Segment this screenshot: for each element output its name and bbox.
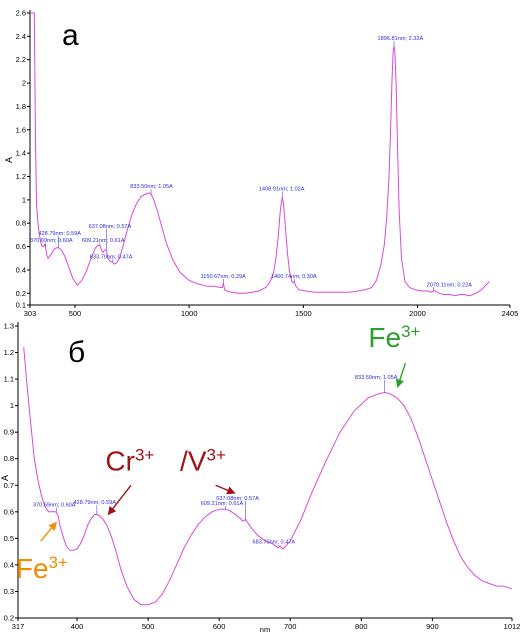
y-tick-label: 2.2 xyxy=(16,55,26,64)
y-tick-label: 0.2 xyxy=(4,614,14,623)
x-tick-label: 1012 xyxy=(504,622,520,631)
x-tick-label: 600 xyxy=(213,622,226,631)
y-tick-label: 0.4 xyxy=(16,265,26,274)
panel-a-letter: а xyxy=(62,19,79,52)
y-tick-label: 1.1 xyxy=(4,375,14,384)
y-tick-label: 0.5 xyxy=(4,534,14,543)
peak-annotation: 1150.67nm; 0.29A xyxy=(201,274,247,280)
x-tick-label: 1000 xyxy=(181,309,198,318)
panel-a-chart: A а 0.1 0.2 0.4 0.6 0.8 1 1.2 1.4 1.6 1.8 2 2.2 2.4 2… xyxy=(4,9,518,319)
panel-b-series-line xyxy=(23,347,513,606)
x-tick-label: 400 xyxy=(71,622,84,631)
y-tick-label: 0.3 xyxy=(4,587,14,596)
peak-annotation: 428.79nm; 0.59A xyxy=(73,500,116,506)
y-tick-label: 0.2 xyxy=(16,289,26,298)
y-tick-label: 0.8 xyxy=(4,454,14,463)
ion-arrow xyxy=(215,484,236,495)
peak-annotation: 1460.74nm; 0.30A xyxy=(271,274,317,280)
panel-a-y-axis-label: A xyxy=(4,157,14,163)
y-tick-label: 0.7 xyxy=(4,481,14,490)
x-tick-label: 1500 xyxy=(295,309,312,318)
x-tick-label: 317 xyxy=(12,622,25,631)
x-tick-label: 500 xyxy=(69,309,82,318)
y-tick-label: 2 xyxy=(22,79,26,88)
y-tick-label: 1.2 xyxy=(4,348,14,357)
y-tick-label: 1.3 xyxy=(4,322,14,331)
y-tick-label: 1 xyxy=(10,401,14,410)
y-tick-label: 0.4 xyxy=(4,560,14,569)
x-tick-label: 2000 xyxy=(409,309,426,318)
x-tick-label: 900 xyxy=(426,622,439,631)
peak-annotation: 833.50nm; 1.05A xyxy=(355,375,398,381)
peak-annotation: 1408.91nm; 1.02A xyxy=(259,187,305,193)
peak-annotation: 683.70nm; 0.47A xyxy=(253,540,296,546)
ion-label: Fe3+ xyxy=(16,553,68,584)
peak-annotation: 637.08nm; 0.57A xyxy=(216,496,259,502)
peak-annotation: 833.50nm; 1.05A xyxy=(130,184,173,190)
peak-annotation: 633.70nm; 0.47A xyxy=(90,254,133,260)
x-tick-label: 2405 xyxy=(502,309,519,318)
peak-annotation: 1896.81nm; 2.32A xyxy=(378,36,424,42)
panel-b-x-axis-label: nm xyxy=(260,625,270,632)
ion-label: Fe3+ xyxy=(368,322,420,353)
peak-annotation: 370.69nm; 0.60A xyxy=(30,238,73,244)
y-tick-label: 2.6 xyxy=(16,9,26,18)
ion-arrow xyxy=(395,362,407,388)
x-tick-label: 800 xyxy=(355,622,368,631)
y-tick-label: 0.8 xyxy=(16,219,26,228)
peak-annotation: 2070.11nm; 0.22A xyxy=(427,282,473,288)
ion-label: Cr3+ xyxy=(105,446,154,477)
panel-b-chart: A nm б 0.2 0.3 0.4 0.5 0.6 0.7 0.8 0.9 1 1.1 1.2 1.… xyxy=(0,322,520,632)
y-tick-label: 2.4 xyxy=(16,32,26,41)
ion-label: /V3+ xyxy=(180,446,226,477)
peak-annotation: 428.79nm; 0.59A xyxy=(38,231,81,237)
panel-a-series-line xyxy=(30,12,490,297)
y-tick-label: 0.6 xyxy=(4,507,14,516)
ion-arrow xyxy=(40,521,57,542)
peak-annotation: 370.69nm; 0.60A xyxy=(33,503,76,509)
ion-arrow xyxy=(107,484,132,516)
peak-annotation: 609.21nm; 0.61A xyxy=(201,501,244,507)
x-tick-label: 700 xyxy=(284,622,297,631)
y-tick-label: 0.1 xyxy=(16,301,26,310)
y-tick-label: 0.6 xyxy=(16,242,26,251)
y-tick-label: 0.9 xyxy=(4,428,14,437)
panel-b-y-axis-label: A xyxy=(0,475,10,481)
peak-annotation: 637.08nm; 0.57A xyxy=(89,224,132,230)
panel-b-letter: б xyxy=(68,336,85,369)
y-tick-label: 1.4 xyxy=(16,149,26,158)
y-tick-label: 1 xyxy=(22,195,26,204)
peak-annotation: 609.21nm; 0.61A xyxy=(82,238,125,244)
x-tick-label: 500 xyxy=(142,622,155,631)
x-tick-label: 303 xyxy=(24,309,37,318)
y-tick-label: 1.8 xyxy=(16,102,26,111)
y-tick-label: 1.6 xyxy=(16,125,26,134)
y-tick-label: 1.2 xyxy=(16,172,26,181)
